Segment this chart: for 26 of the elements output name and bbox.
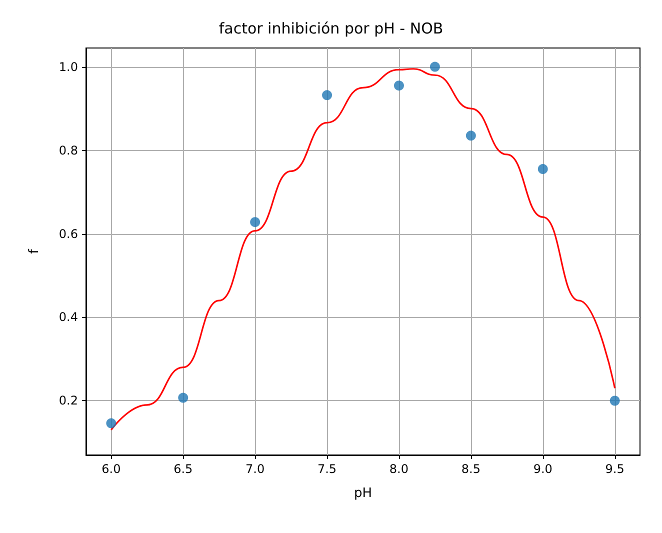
x-tick-label: 8.5 [461,462,480,476]
y-tick-label: 0.2 [58,394,78,408]
y-axis-title: f [27,248,42,254]
point [610,396,620,406]
point [250,217,260,228]
x-tick-label: 7.5 [317,462,337,476]
point [178,392,188,403]
point [430,62,440,72]
y-tick-label: 0.6 [58,226,78,241]
x-tick-label: 6.5 [174,462,193,476]
x-tick-label: 8.0 [389,462,409,476]
x-axis-title: pH [354,486,372,501]
y-tick-label: 0.8 [58,143,78,158]
x-tick-label: 6.0 [102,462,121,476]
y-tick-label: 0.4 [58,310,78,324]
x-tick-label: 9.5 [605,462,624,476]
y-tick-label: 1.0 [58,60,78,74]
chart-title: factor inhibición por pH - NOB [218,20,444,38]
x-tick-label: 9.0 [533,462,552,476]
point [394,80,404,91]
point [538,164,548,174]
x-tick-label: 7.0 [246,462,265,476]
point [106,418,116,428]
point [322,90,332,100]
point [466,130,476,141]
line-series [110,68,616,431]
